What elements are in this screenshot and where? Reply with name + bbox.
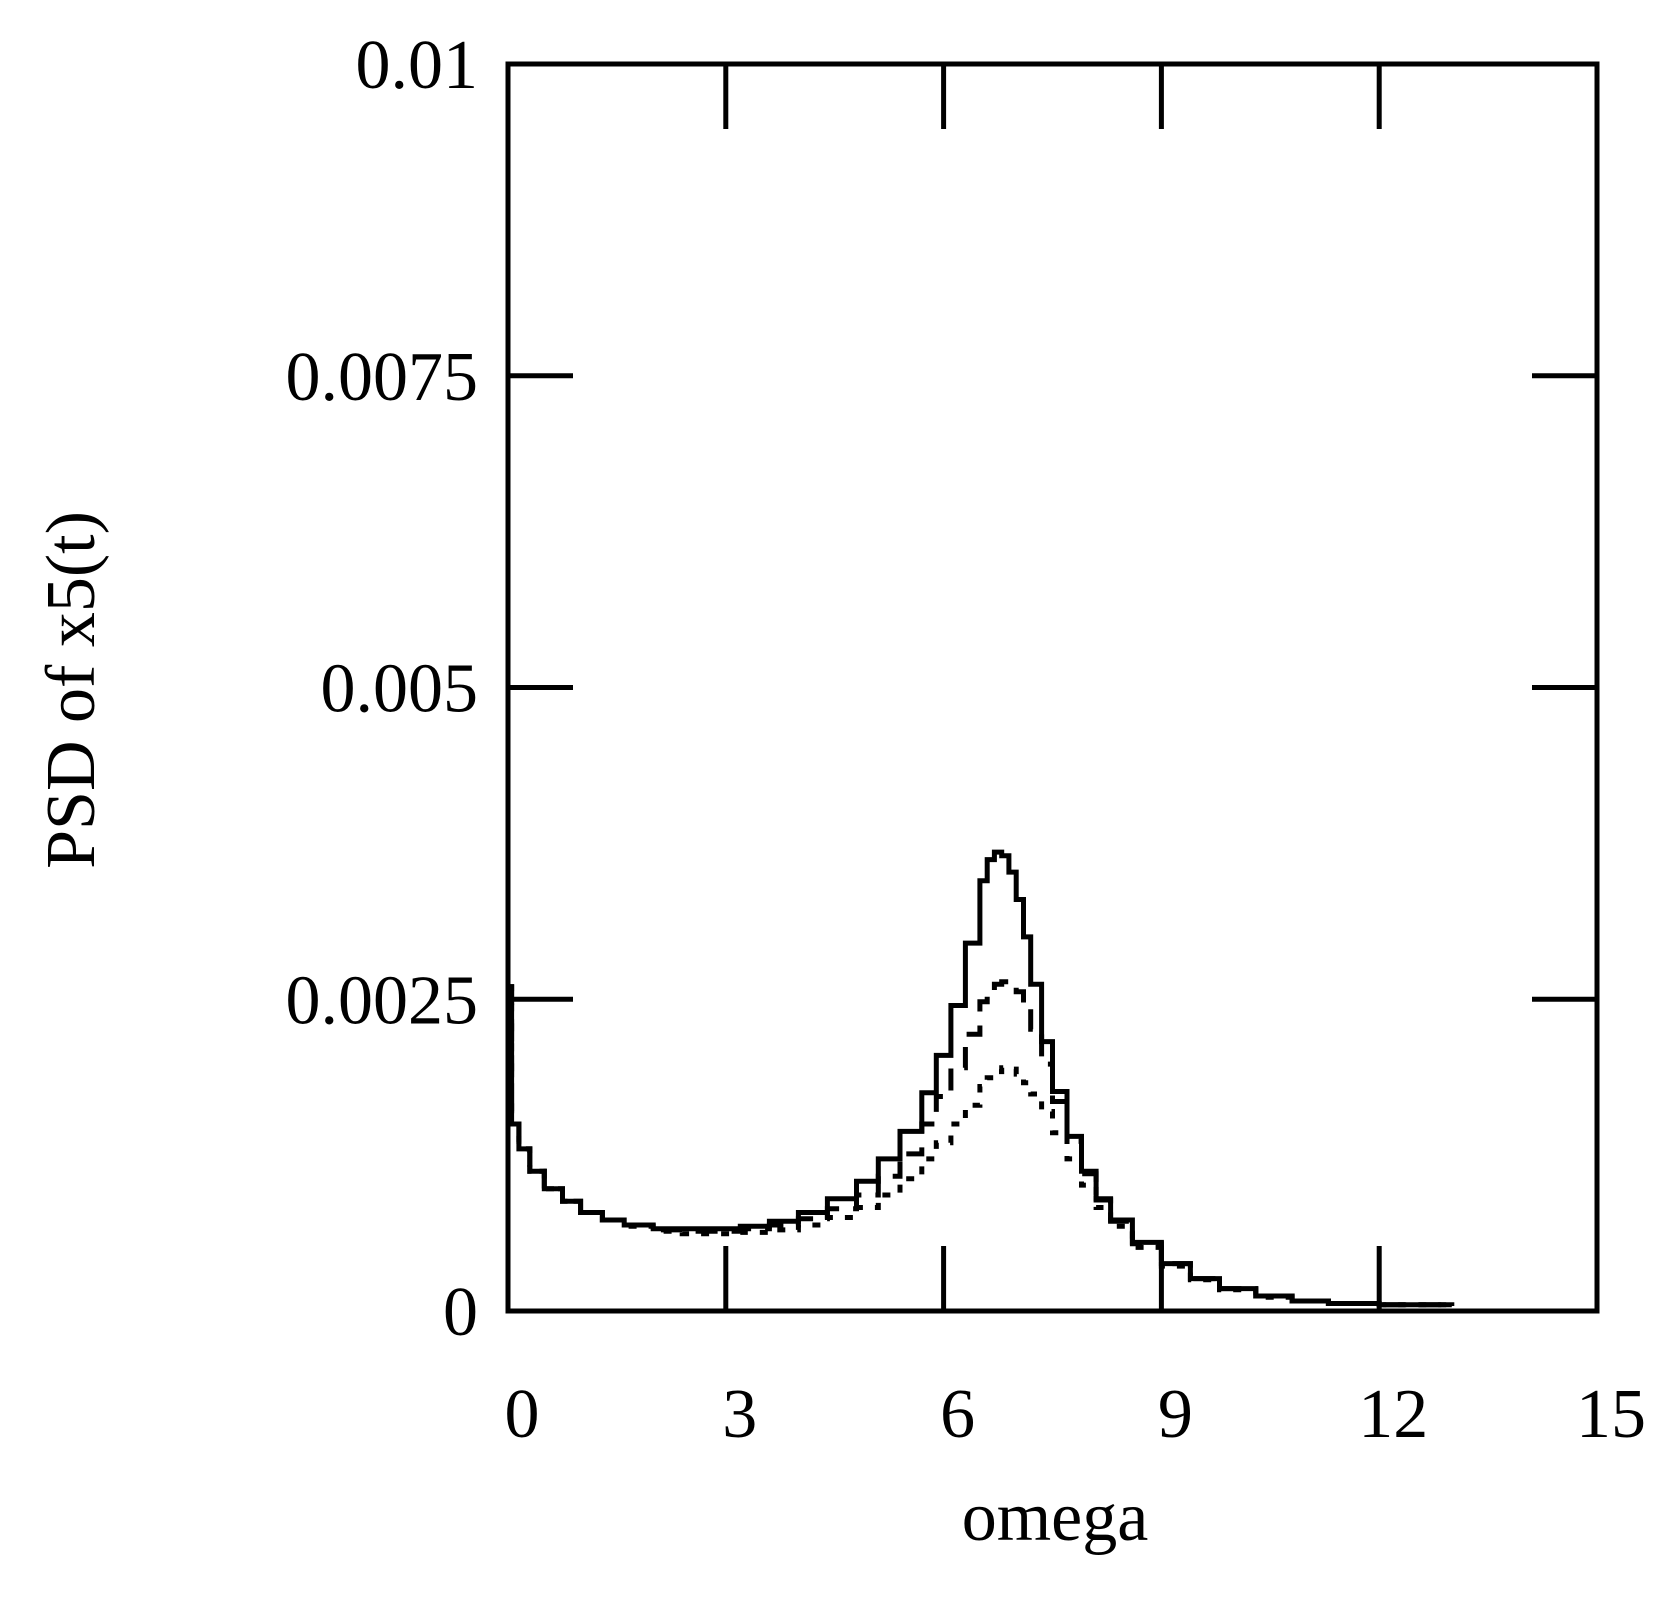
y-tick-label: 0 xyxy=(443,1274,478,1351)
x-tick-label: 6 xyxy=(940,1376,975,1453)
x-tick-label: 3 xyxy=(722,1376,757,1453)
x-tick-label: 0 xyxy=(505,1376,540,1453)
series-line-dashed xyxy=(508,979,1455,1308)
x-axis-title: omega xyxy=(962,1479,1149,1556)
y-tick-label: 0.0075 xyxy=(286,339,479,416)
series-line-solid xyxy=(508,849,1455,1308)
plot-frame xyxy=(505,61,1600,1314)
labels-group: omega PSD of x5(t) xyxy=(33,511,1148,1556)
x-tick-label: 15 xyxy=(1576,1376,1646,1453)
x-tick-label: 9 xyxy=(1158,1376,1193,1453)
y-axis-title: PSD of x5(t) xyxy=(33,511,110,869)
y-tick-label: 0.0025 xyxy=(286,962,479,1039)
y-tick-label: 0.01 xyxy=(356,27,479,104)
axes-group: 0 3 6 9 12 15 0 0.0025 0.005 0.0075 0.01 xyxy=(286,27,1647,1453)
x-tick-label: 12 xyxy=(1358,1376,1428,1453)
series-group xyxy=(508,849,1455,1308)
y-tick-label: 0.005 xyxy=(321,651,479,728)
series-line-dotted xyxy=(508,984,1455,1308)
